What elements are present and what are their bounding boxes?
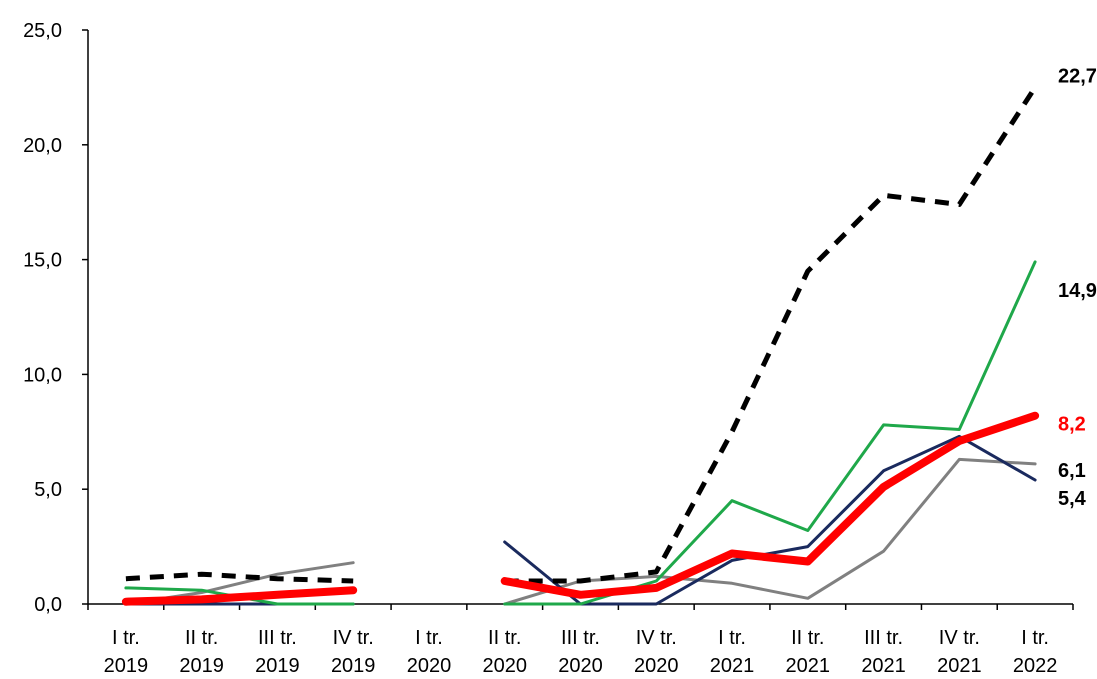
series-line-2 <box>503 260 1037 606</box>
y-tick-label: 5,0 <box>34 479 62 501</box>
x-tick-label: IV tr. 2019 <box>331 627 376 677</box>
x-tick-label: I tr. 2019 <box>104 627 149 677</box>
end-labels: 6,1 5,4 14,9 22,7 8,2 <box>1058 65 1097 510</box>
series-line-4 <box>121 586 358 606</box>
end-label-3: 22,7 <box>1058 65 1097 87</box>
y-tick-label: 15,0 <box>23 250 62 272</box>
x-tick-label: II tr. 2019 <box>179 627 224 677</box>
y-tick-label: 10,0 <box>23 364 62 386</box>
series-layer <box>121 86 1040 606</box>
series-line-0 <box>503 457 1037 606</box>
x-tick-label: I tr. 2020 <box>407 627 452 677</box>
x-tick-label: IV tr. 2020 <box>634 627 679 677</box>
end-label-4: 8,2 <box>1058 414 1086 436</box>
x-tick-label: IV tr. 2021 <box>937 627 982 677</box>
x-tick-label: II tr. 2020 <box>482 627 527 677</box>
x-tick-label: I tr. 2021 <box>710 627 755 677</box>
y-tick-label: 25,0 <box>23 20 62 42</box>
y-tick-label: 20,0 <box>23 135 62 157</box>
y-tick-label: 0,0 <box>34 594 62 616</box>
x-tick-label: I tr. 2022 <box>1013 627 1058 677</box>
end-label-0: 6,1 <box>1058 460 1086 482</box>
end-label-1: 5,4 <box>1058 488 1087 510</box>
series-line-3 <box>125 571 354 584</box>
series-line-3 <box>504 86 1038 584</box>
axes: 0,0 5,0 10,0 15,0 20,0 25,0 I tr. 2019 II tr. 201… <box>23 20 1074 677</box>
x-tick-label: III tr. 2020 <box>558 627 603 677</box>
x-tick-label: III tr. 2021 <box>861 627 906 677</box>
series-line-4 <box>500 411 1040 599</box>
x-tick-label: III tr. 2019 <box>255 627 300 677</box>
end-label-2: 14,9 <box>1058 280 1097 302</box>
x-tick-label: II tr. 2021 <box>786 627 831 677</box>
